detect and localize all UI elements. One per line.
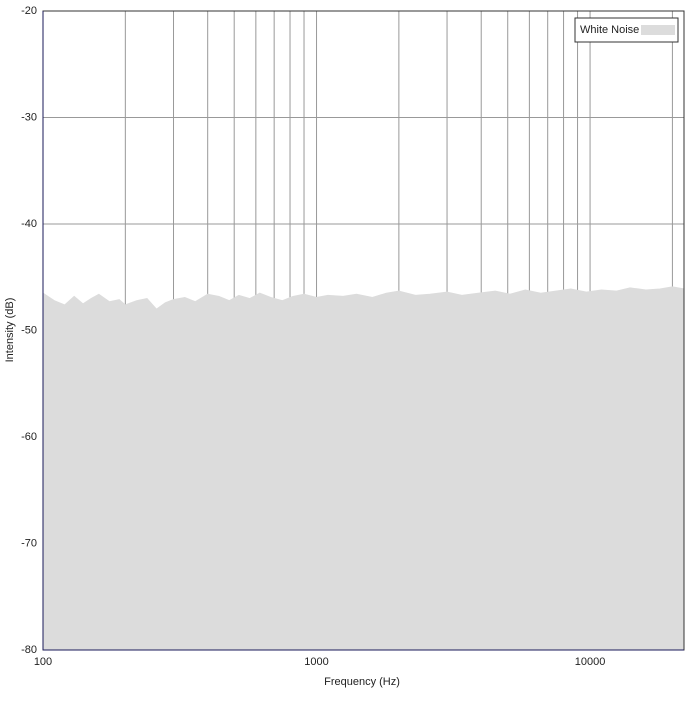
y-tick-label: -20 (21, 5, 37, 17)
x-tick-label: 100 (34, 656, 52, 668)
y-tick-label: -30 (21, 111, 37, 123)
legend-label: White Noise (580, 24, 639, 36)
area (42, 286, 685, 651)
x-tick-label: 1000 (304, 656, 328, 668)
y-axis-label: Intensity (dB) (4, 298, 16, 363)
y-tick-label: -70 (21, 537, 37, 549)
y-tick-label: -80 (21, 644, 37, 656)
legend-swatch (641, 25, 675, 35)
y-tick-label: -60 (21, 431, 37, 443)
x-tick-label: 10000 (575, 656, 606, 668)
x-axis-label: Frequency (Hz) (324, 676, 400, 688)
y-tick-label: -50 (21, 324, 37, 336)
y-tick-label: -40 (21, 218, 37, 230)
